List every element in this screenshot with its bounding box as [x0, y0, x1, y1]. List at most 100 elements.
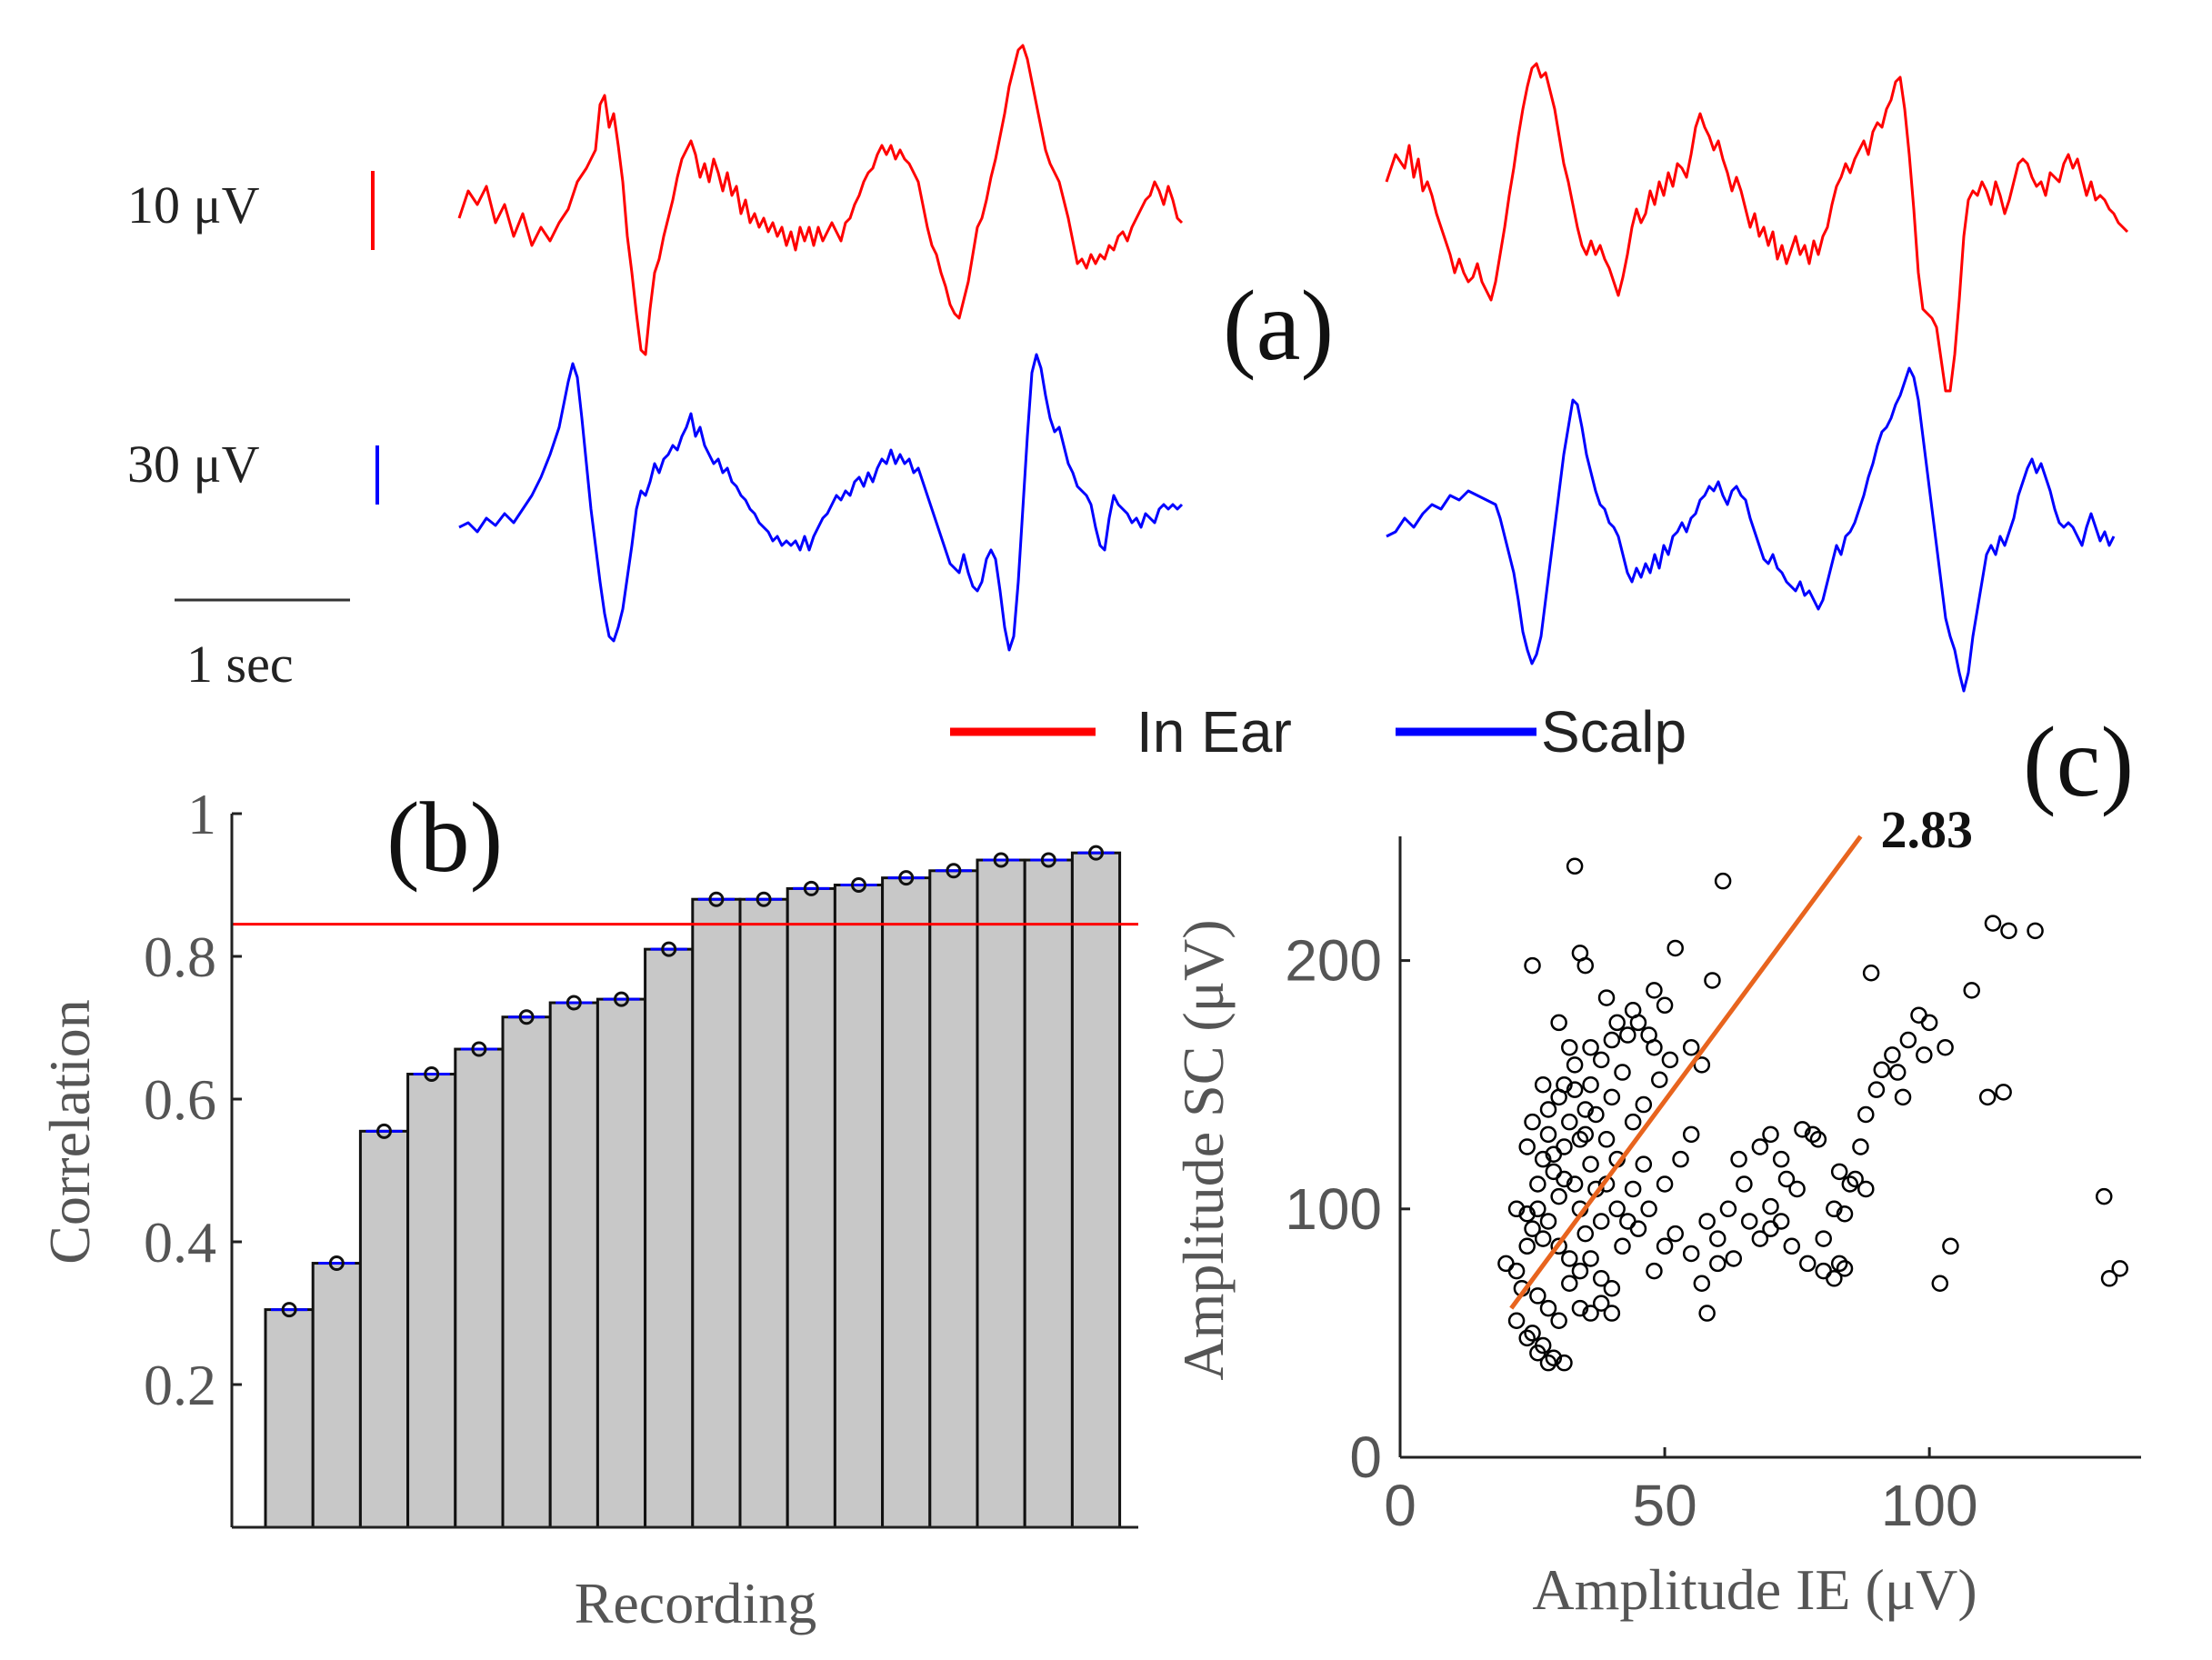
- scatter-point: [1561, 1113, 1578, 1131]
- scatter-point: [1709, 1230, 1727, 1247]
- scatter-point: [1592, 1270, 1610, 1287]
- scatter-point: [1651, 1071, 1668, 1088]
- scatter-point: [1603, 1279, 1621, 1297]
- bar-17: [1023, 858, 1074, 1529]
- bar-18: [1070, 851, 1122, 1529]
- scatter-point: [1592, 1295, 1610, 1312]
- scatter-point: [1597, 989, 1616, 1006]
- scatter-point: [1836, 1205, 1854, 1223]
- bar-2: [311, 1262, 362, 1529]
- scatter-point: [1873, 1061, 1890, 1079]
- trace-in-ear-left: [457, 44, 1184, 356]
- scatter-point: [1693, 1056, 1711, 1074]
- bar-9: [644, 947, 695, 1529]
- scatter-point: [1910, 1006, 1927, 1024]
- y-tick-label: 0.4: [144, 1210, 216, 1275]
- scatter-point: [1772, 1150, 1790, 1168]
- x-axis-ticks: 0 50 100: [1384, 1447, 1978, 1538]
- scatter-point: [1682, 1125, 1700, 1144]
- bar-marker-9: [661, 941, 677, 957]
- fit-slope-label: 2.83: [1880, 800, 1973, 859]
- scatter-point: [1497, 1255, 1515, 1273]
- scatter-point: [1571, 1262, 1589, 1280]
- scatter-point: [1556, 1170, 1573, 1188]
- scatter-point: [1709, 1255, 1727, 1273]
- scatter-point: [1576, 1125, 1594, 1144]
- bar-8: [596, 997, 647, 1529]
- scatter-point: [1529, 1175, 1546, 1193]
- scatter-point: [1646, 982, 1663, 999]
- scatter-point: [1783, 1237, 1801, 1255]
- scatter-point: [1529, 1345, 1546, 1362]
- scatter-point: [1698, 1305, 1716, 1322]
- scatter-point: [1799, 1255, 1817, 1273]
- bar-10: [691, 897, 742, 1529]
- scatter-point: [1582, 1305, 1599, 1322]
- scatter-point: [1561, 1275, 1578, 1293]
- scatter-point: [1772, 1213, 1790, 1230]
- scatter-point: [2096, 1187, 2113, 1205]
- scatter-point: [1576, 1225, 1594, 1243]
- scatter-point: [1815, 1230, 1832, 1247]
- scatter-point: [1614, 1064, 1631, 1081]
- scatter-point: [1762, 1125, 1779, 1144]
- scatter-point: [1603, 1305, 1621, 1322]
- scatter-point: [1597, 1131, 1616, 1148]
- x-axis-label: Amplitude IE (μV): [1532, 1557, 1977, 1622]
- bar-14: [881, 876, 932, 1529]
- scatter-point: [1545, 1349, 1563, 1366]
- scatter-point: [1862, 965, 1880, 982]
- y-tick-label: 0.8: [144, 925, 216, 989]
- scatter-point: [1672, 1150, 1689, 1168]
- scatter-point: [1629, 1220, 1647, 1237]
- scatter-point: [1534, 1150, 1552, 1168]
- bar-3: [358, 1129, 410, 1529]
- panel-label-a: (a): [1223, 270, 1334, 381]
- scatter-point: [1582, 1038, 1599, 1056]
- scatter-point: [1777, 1170, 1796, 1188]
- scatter-point: [1545, 1163, 1563, 1181]
- scatter-point: [1646, 1262, 1663, 1280]
- scatter-point: [1815, 1262, 1832, 1280]
- bar-marker-7: [566, 995, 582, 1011]
- scatter-point: [1984, 915, 2002, 932]
- scatter-point: [1809, 1131, 1827, 1148]
- scatter-point: [1635, 1155, 1653, 1173]
- scatter-point: [1603, 1088, 1621, 1106]
- scatter-point: [1857, 1180, 1875, 1198]
- scatter-point: [1730, 1150, 1747, 1168]
- bar-11: [738, 897, 789, 1529]
- scatter-point: [1830, 1163, 1848, 1181]
- scatter-point: [1830, 1255, 1848, 1273]
- scatter-point: [1529, 1200, 1546, 1218]
- panel-a: 10 μV 30 μV 1 sec (a) In Ear Scalp: [127, 44, 2129, 765]
- scatter-point: [1614, 1237, 1631, 1255]
- scatter-point: [1619, 1213, 1636, 1230]
- scatter-point: [1587, 1105, 1605, 1124]
- scatter-point: [1740, 1213, 1758, 1230]
- scatter-point: [1920, 1014, 1938, 1032]
- scatter-point: [1826, 1200, 1843, 1218]
- bar-marker-4: [424, 1066, 440, 1083]
- bar-marker-13: [851, 877, 866, 893]
- scatter-point: [1550, 1237, 1567, 1255]
- legend: In Ear Scalp: [950, 699, 1687, 765]
- scatter-point: [1725, 1250, 1742, 1267]
- scatter-point: [1682, 1038, 1700, 1056]
- scatter-point: [1539, 1125, 1557, 1144]
- scatter-point: [1566, 1081, 1584, 1098]
- bar-marker-1: [281, 1302, 297, 1318]
- scatter-point: [1847, 1170, 1864, 1188]
- scatter-point: [1550, 1187, 1567, 1205]
- scatter-point: [1571, 1131, 1589, 1148]
- legend-label-in-ear: In Ear: [1136, 699, 1292, 765]
- scatter-point: [1582, 1075, 1599, 1094]
- scatter-point: [1736, 1175, 1753, 1193]
- bar-12: [786, 886, 836, 1529]
- scatter-point: [1561, 1038, 1578, 1056]
- scatter-point: [1619, 1026, 1636, 1044]
- bar-15: [928, 869, 979, 1529]
- panel-c-scatter-chart: (c) 2.83 0 50 100 0 100 200 Amplitude IE (μV…: [1171, 706, 2141, 1622]
- scatter-point: [1507, 1312, 1526, 1329]
